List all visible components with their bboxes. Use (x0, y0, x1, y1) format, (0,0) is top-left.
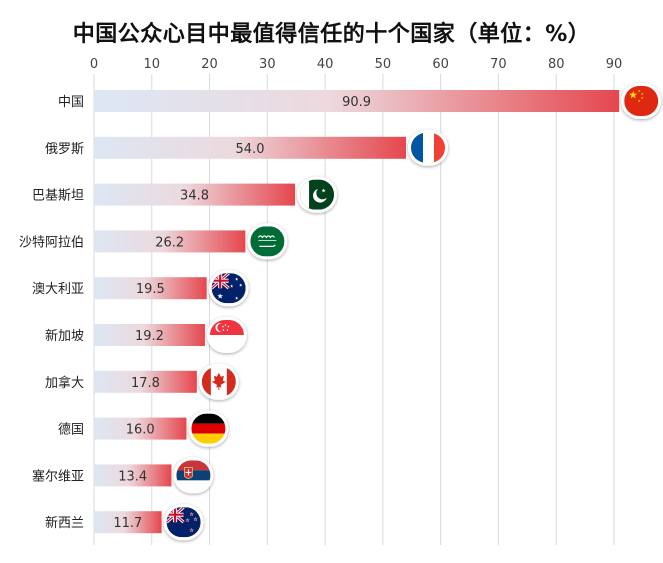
bar (94, 417, 187, 440)
value-label: 11.7 (113, 516, 142, 531)
value-label: 17.8 (131, 376, 160, 391)
australia-flag (208, 270, 249, 307)
bar (94, 324, 205, 346)
saudi-arabia-flag (247, 223, 288, 260)
x-tick-label: 50 (375, 57, 392, 72)
new-zealand-flag (163, 504, 204, 541)
category-label: 塞尔维亚 (32, 468, 84, 484)
category-label: 新加坡 (45, 328, 84, 344)
germany-flag (188, 410, 229, 447)
value-label: 26.2 (155, 235, 184, 250)
x-axis-ticks: 0 10 20 30 40 50 60 70 80 90 (90, 57, 622, 72)
bar (94, 464, 172, 487)
value-label: 34.8 (180, 189, 209, 204)
bar (94, 136, 406, 159)
bar (94, 90, 620, 112)
bar (94, 183, 296, 206)
singapore-flag (206, 317, 247, 353)
x-tick-label: 40 (317, 57, 334, 72)
x-tick-label: 80 (548, 57, 565, 72)
value-label: 90.9 (342, 95, 371, 110)
category-label: 中国 (58, 95, 84, 110)
x-tick-label: 60 (432, 57, 449, 72)
pakistan-flag (297, 176, 338, 213)
serbia-flag (173, 457, 214, 494)
category-label: 新西兰 (45, 515, 84, 531)
x-tick-label: 70 (490, 57, 507, 72)
category-label: 加拿大 (45, 375, 84, 391)
canada-flag (198, 363, 239, 400)
france-flag (408, 129, 448, 166)
value-label: 16.0 (126, 423, 155, 438)
category-label: 澳大利亚 (32, 281, 84, 297)
x-tick-label: 10 (144, 57, 161, 72)
chart-title: 中国公众心目中最值得信任的十个国家（单位：%） (72, 22, 591, 47)
category-label: 俄罗斯 (45, 142, 84, 157)
flags (163, 83, 662, 541)
bar (94, 230, 246, 253)
category-label: 沙特阿拉伯 (19, 235, 84, 250)
x-tick-label: 0 (90, 57, 98, 72)
x-tick-label: 90 (606, 57, 623, 72)
x-tick-label: 20 (201, 57, 218, 72)
bar (94, 511, 162, 534)
value-label: 19.2 (135, 329, 164, 344)
x-tick-label: 30 (259, 57, 276, 72)
value-label: 54.0 (236, 142, 265, 157)
value-label: 13.4 (118, 469, 147, 484)
bar (94, 370, 197, 393)
category-label: 德国 (58, 423, 84, 438)
china-flag (621, 83, 662, 119)
bars: 中国 90.9 俄罗斯 54.0 巴基斯坦 34.8 沙特阿拉伯 26.2 澳大利亚 19.5 新加… (19, 90, 620, 534)
category-label: 巴基斯坦 (32, 189, 84, 204)
value-label: 19.5 (136, 282, 165, 297)
bar (94, 277, 207, 300)
